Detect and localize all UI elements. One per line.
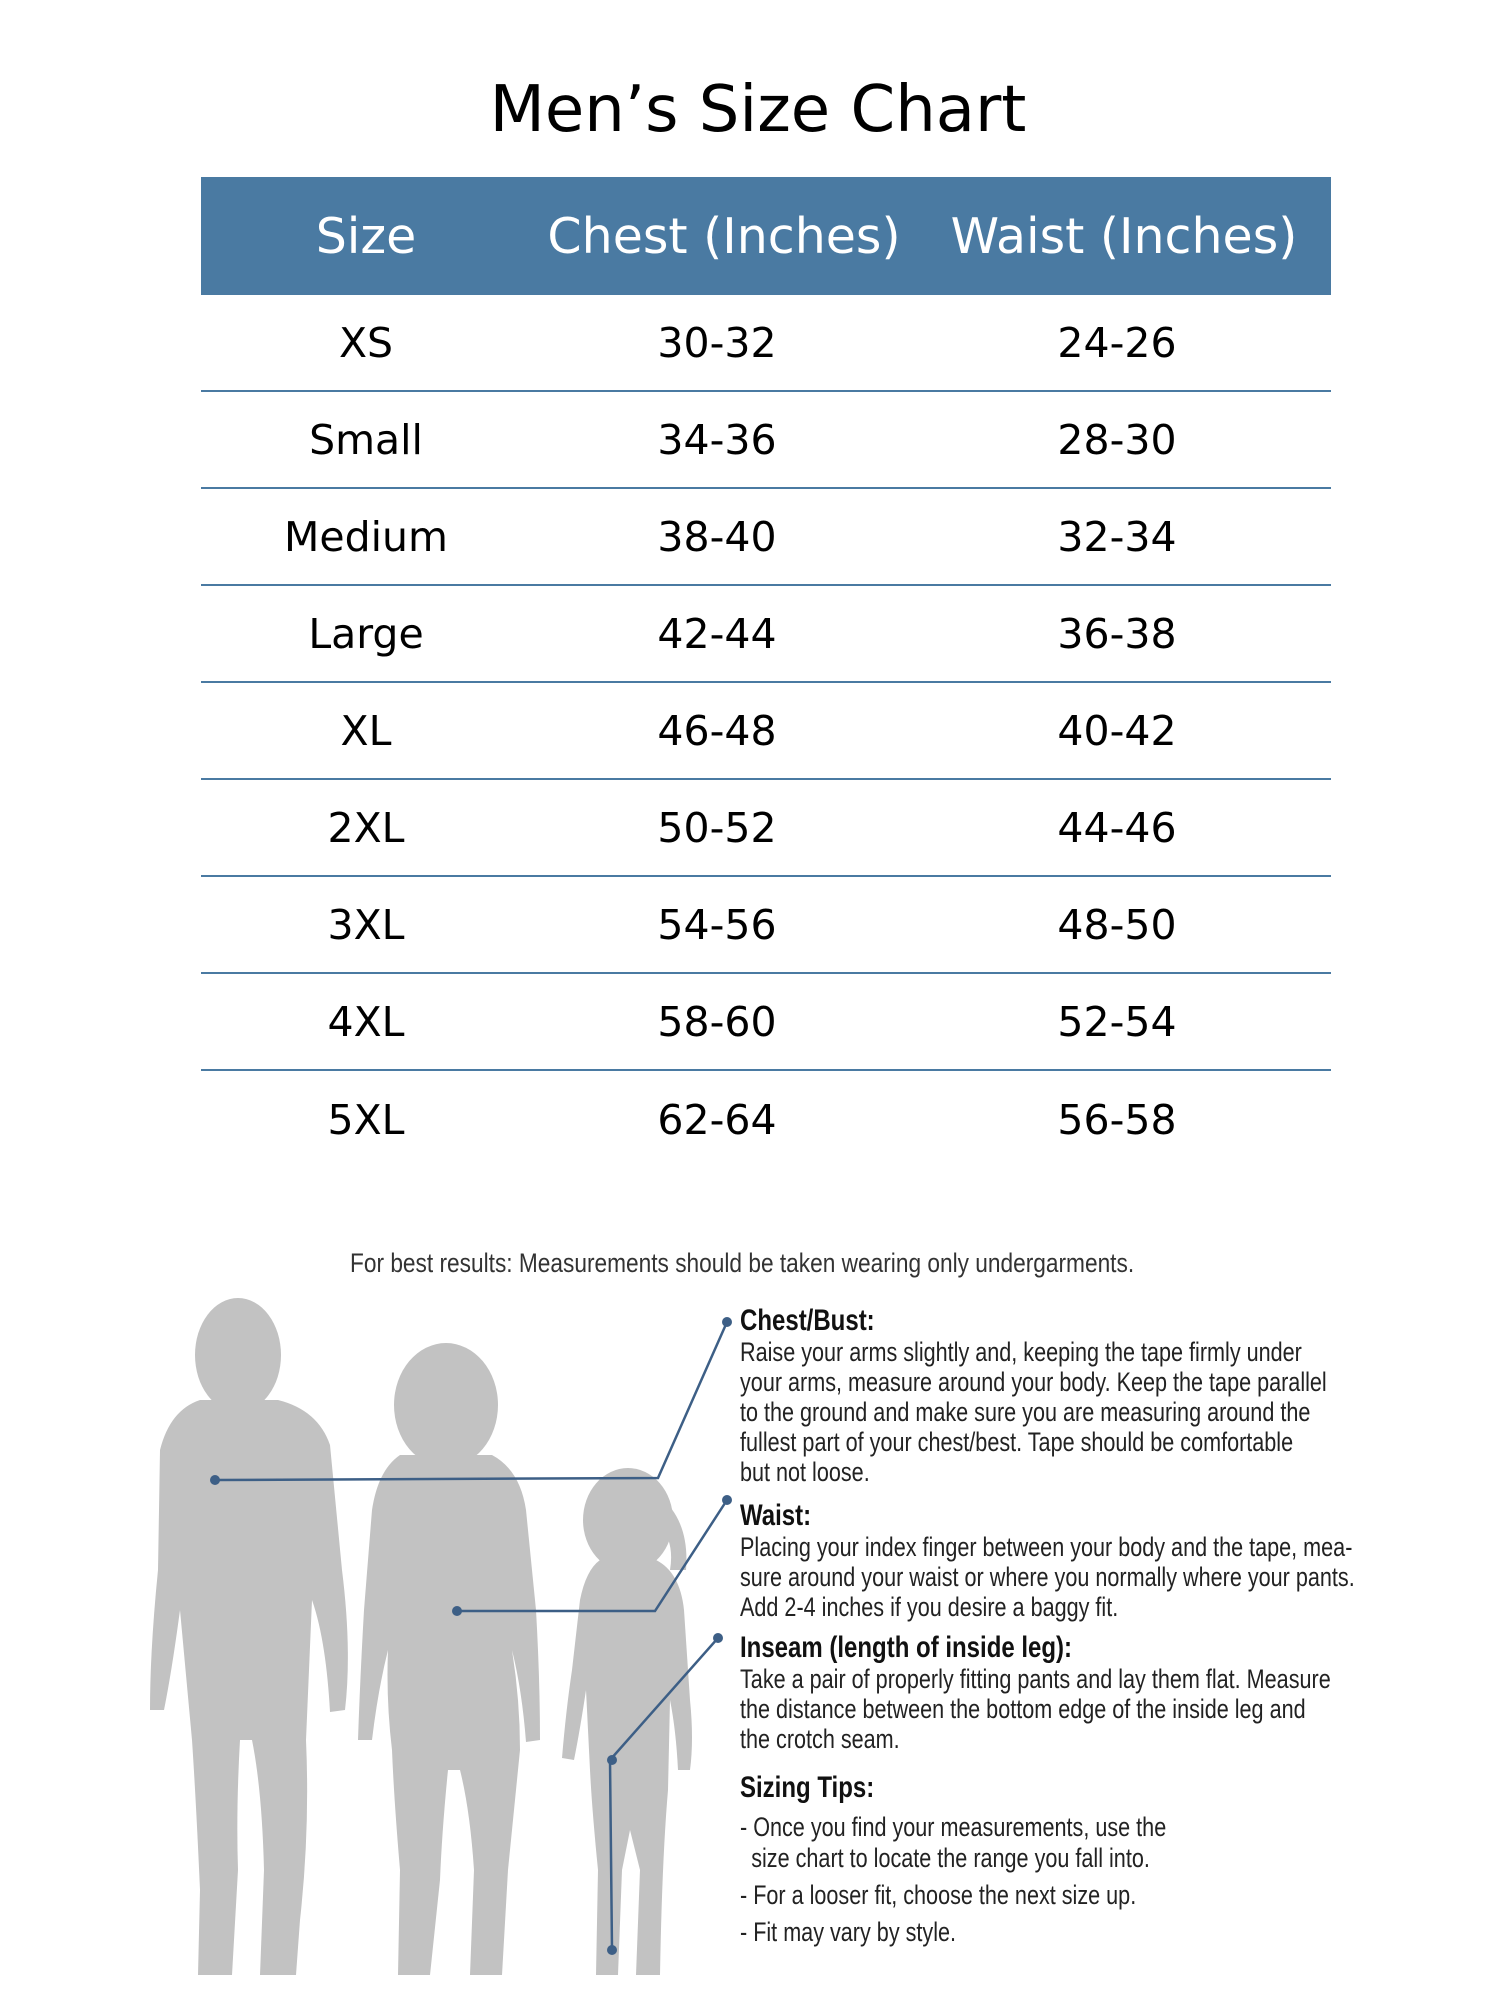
table-row: Small 34-36 28-30 [201,392,1331,489]
table-row: 2XL 50-52 44-46 [201,780,1331,877]
cell-waist: 48-50 [1057,900,1177,949]
cell-waist: 44-46 [1057,803,1177,852]
chest-dot-body [210,1475,220,1485]
inseam-dot-bottom [607,1945,617,1955]
inseam-line: the distance between the bottom edge of … [740,1694,1306,1724]
chest-line: to the ground and make sure you are meas… [740,1397,1311,1427]
cell-chest: 54-56 [657,900,777,949]
cell-size: XS [338,318,394,367]
waist-section: Waist: Placing your index finger between… [740,1499,1355,1632]
cell-waist: 40-42 [1057,706,1177,755]
cell-chest: 62-64 [657,1095,777,1144]
cell-waist: 52-54 [1057,997,1177,1046]
size-table: Size Chest (Inches) Waist (Inches) XS 30-… [201,177,1331,1168]
girl-body [562,1560,692,1975]
cell-chest: 30-32 [657,318,777,367]
cell-waist: 24-26 [1057,318,1177,367]
waist-line: Add 2-4 inches if you desire a baggy fit… [740,1592,1119,1622]
cell-size: 5XL [327,1095,405,1144]
cell-waist: 36-38 [1057,609,1177,658]
table-row: XS 30-32 24-26 [201,295,1331,392]
cell-chest: 42-44 [657,609,777,658]
cell-size: 2XL [327,803,405,852]
tip-item: - Once you find your measurements, use t… [740,1812,1167,1873]
inseam-line: Take a pair of properly fitting pants an… [740,1664,1331,1694]
cell-waist: 56-58 [1057,1095,1177,1144]
inseam-dot-text [713,1633,723,1643]
inseam-line: the crotch seam. [740,1724,900,1754]
waist-dot-body [452,1606,462,1616]
girl-head [583,1468,673,1572]
page-title: Men’s Size Chart [489,73,1027,147]
chest-line: but not loose. [740,1457,870,1487]
girl-hair [650,1495,687,1570]
cell-chest: 58-60 [657,997,777,1046]
tips-heading: Sizing Tips: [740,1771,875,1804]
cell-waist: 32-34 [1057,512,1177,561]
cell-size: Small [309,415,423,464]
chest-line: your arms, measure around your body. Kee… [740,1367,1327,1397]
waist-line: Placing your index finger between your b… [740,1532,1353,1562]
chest-line: Raise your arms slightly and, keeping th… [740,1337,1302,1367]
header-chest: Chest (Inches) [547,207,901,265]
table-row: Medium 38-40 32-34 [201,489,1331,586]
chest-heading: Chest/Bust: [740,1304,875,1337]
inseam-guide-line [608,1637,719,1951]
table-body: XS 30-32 24-26 Small 34-36 28-30 Medium 38-40 32… [201,295,1331,1168]
cell-size: 4XL [327,997,405,1046]
woman-head [394,1343,498,1467]
waist-heading: Waist: [740,1499,812,1532]
chest-line: fullest part of your chest/best. Tape sh… [740,1427,1294,1457]
inseam-heading: Inseam (length of inside leg): [740,1631,1073,1664]
table-row: Large 42-44 36-38 [201,586,1331,683]
cell-chest: 38-40 [657,512,777,561]
table-row: 3XL 54-56 48-50 [201,877,1331,974]
man-body [150,1400,348,1975]
waist-line: sure around your waist or where you norm… [740,1562,1355,1592]
silhouette-illustration [0,1270,760,1990]
measurement-instructions: Chest/Bust: Raise your arms slightly and… [740,1305,1460,1954]
table-header: Size Chest (Inches) Waist (Inches) [201,177,1331,295]
chest-dot-text [722,1317,732,1327]
family-silhouette [150,1298,692,1975]
table-row: XL 46-48 40-42 [201,683,1331,780]
inseam-dot-top [607,1755,617,1765]
tip-item: - For a looser fit, choose the next size… [740,1880,1137,1910]
cell-size: XL [340,706,392,755]
sizing-tips-section: Sizing Tips: - Once you find your measur… [740,1772,1268,1948]
waist-dot-text [722,1495,732,1505]
chest-section: Chest/Bust: Raise your arms slightly and… [740,1304,1327,1500]
woman-body [358,1455,540,1975]
tips-list: - Once you find your measurements, use t… [740,1812,1268,1948]
cell-chest: 34-36 [657,415,777,464]
tip-item: - Fit may vary by style. [740,1917,957,1947]
waist-guide-line [457,1499,729,1613]
measurement-note: For best results: Measurements should be… [350,1248,1135,1278]
cell-size: 3XL [327,900,405,949]
chest-guide-line [214,1321,729,1482]
inseam-section: Inseam (length of inside leg): Take a pa… [740,1631,1331,1772]
table-row: 4XL 58-60 52-54 [201,974,1331,1071]
cell-size: Large [308,609,424,658]
cell-chest: 50-52 [657,803,777,852]
header-size: Size [315,207,417,265]
cell-size: Medium [284,512,448,561]
cell-waist: 28-30 [1057,415,1177,464]
header-waist: Waist (Inches) [950,207,1298,265]
cell-chest: 46-48 [657,706,777,755]
table-row: 5XL 62-64 56-58 [201,1071,1331,1168]
man-head [195,1298,281,1412]
